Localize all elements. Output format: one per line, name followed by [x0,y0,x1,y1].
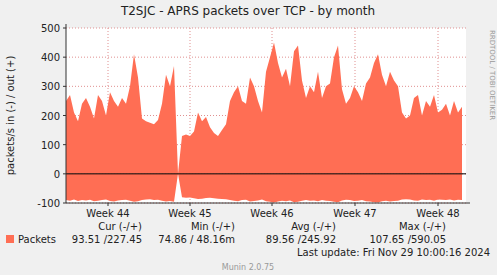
area [66,174,462,203]
tick [63,28,66,29]
plot-area [66,28,466,203]
series-group [66,43,462,203]
grid-line [66,57,466,58]
last-update: Last update: Fri Nov 29 10:00:16 2024 [297,247,490,258]
area [66,43,462,174]
tick [63,203,66,204]
grid-line [66,28,466,29]
legend-value: 93.51 /227.45 [72,234,142,245]
tick [190,203,191,206]
title: T2SJC - APRS packets over TCP - by month [120,4,375,18]
tick-label: -100 [37,198,60,209]
tick-label: 300 [41,81,60,92]
tick [63,144,66,145]
legend-value: 74.86 / 48.16m [158,234,235,245]
tick-label: 400 [41,52,60,63]
tick-label: Week 46 [250,208,293,219]
legend-header: Avg (-/+) [291,221,336,232]
chart: -100 0 100 200 300 400 500 Week 44 Week 45 Week 4… [0,0,497,275]
tick-label: Week 45 [168,208,211,219]
tick [63,57,66,58]
tick [63,173,66,174]
y-axis [66,24,67,203]
tick-label: 500 [41,23,60,34]
legend-label: Packets [18,234,56,245]
tick [108,203,109,206]
tick-label: 100 [41,140,60,151]
x-axis [66,203,470,204]
tick [63,86,66,87]
tick [272,203,273,206]
tick [438,203,439,206]
legend-header: Min (-/+) [191,221,235,232]
tick-label: Week 47 [333,208,376,219]
tick-label: 0 [54,169,60,180]
legend-value: 89.56 /245.92 [266,234,336,245]
grid-line [66,173,466,174]
tick-label: Week 44 [86,208,129,219]
legend-header: Max (-/+) [399,221,446,232]
tick-label: Week 48 [416,208,459,219]
watermark: RRDTOOL / TOBI OETIKER [488,30,496,120]
tick-label: 200 [41,111,60,122]
footer: Munin 2.0.75 [222,263,274,272]
axis-title: packets/s in (-) / out (+) [5,56,16,176]
zero-line [66,173,466,174]
legend-value: 107.65 /590.05 [369,234,446,245]
tick [63,115,66,116]
legend-header: Cur (-/+) [98,221,142,232]
tick [355,203,356,206]
legend-swatch [6,235,14,243]
background [0,0,497,275]
